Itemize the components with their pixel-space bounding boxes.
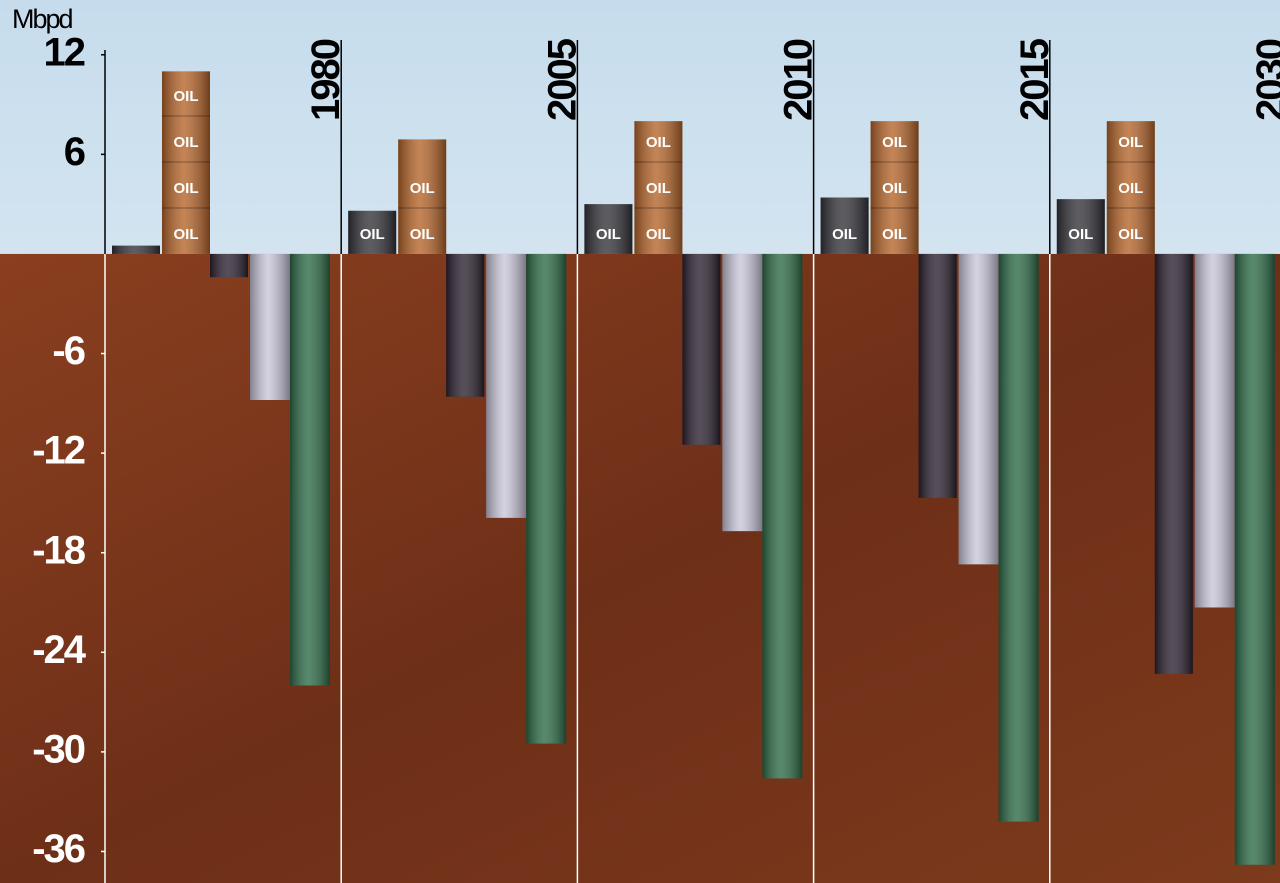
bar-shading [1194, 253, 1235, 608]
barrel-label: OIL [1118, 134, 1143, 151]
barrel-label: OIL [646, 134, 671, 151]
y-tick-label: -36 [32, 827, 85, 871]
bar-shading [290, 253, 330, 686]
soil-background [0, 253, 1280, 883]
barrel-label: OIL [174, 88, 199, 105]
bar-shading [348, 210, 397, 254]
bar-shading [682, 253, 721, 445]
bar-shading [870, 121, 919, 254]
bar-shading [526, 253, 567, 744]
barrel-label: OIL [174, 180, 199, 197]
bar-shading [250, 253, 290, 401]
x-tick-label: 2030 [1249, 39, 1280, 121]
bar-shading [1106, 121, 1155, 254]
barrel-label: OIL [360, 226, 385, 243]
bar-shading [584, 204, 633, 254]
bar-shading [446, 253, 485, 397]
barrel-label: OIL [882, 226, 907, 243]
barrel-label: OIL [832, 226, 857, 243]
bar-shading [1154, 253, 1193, 674]
bar-shading [112, 245, 160, 254]
y-tick-label: -18 [32, 528, 86, 572]
barrel-label: OIL [882, 134, 907, 151]
barrel-label: OIL [646, 180, 671, 197]
bar-shading [486, 253, 527, 518]
barrel-label: OIL [174, 134, 199, 151]
y-tick-label: -24 [32, 628, 87, 672]
bar-shading [762, 253, 803, 779]
bar-shading [634, 121, 683, 254]
bar-shading [820, 197, 869, 254]
y-tick-label: 6 [64, 130, 85, 174]
barrel-label: OIL [410, 226, 435, 243]
barrel-label: OIL [174, 226, 199, 243]
bar-shading [722, 253, 763, 532]
bar-shading [1056, 199, 1105, 254]
barrel-label: OIL [596, 226, 621, 243]
bar-shading [398, 139, 447, 254]
y-tick-label: -12 [32, 429, 85, 473]
y-tick-label: 12 [44, 30, 85, 74]
barrel-label: OIL [882, 180, 907, 197]
barrel-label: OIL [1118, 180, 1143, 197]
barrel-label: OIL [1118, 226, 1143, 243]
bar-shading [958, 253, 999, 565]
y-axis-label: Mbpd [12, 4, 73, 34]
barrel-label: OIL [646, 226, 671, 243]
bar-shading [1234, 253, 1275, 865]
barrel-label: OIL [410, 180, 435, 197]
bar-shading [918, 253, 957, 498]
bar-shading [210, 253, 248, 278]
bar-shading [998, 253, 1039, 822]
y-tick-label: -30 [32, 727, 85, 771]
barrel-label: OIL [1068, 226, 1093, 243]
bar-shading [162, 71, 210, 254]
y-tick-label: -6 [52, 329, 84, 373]
